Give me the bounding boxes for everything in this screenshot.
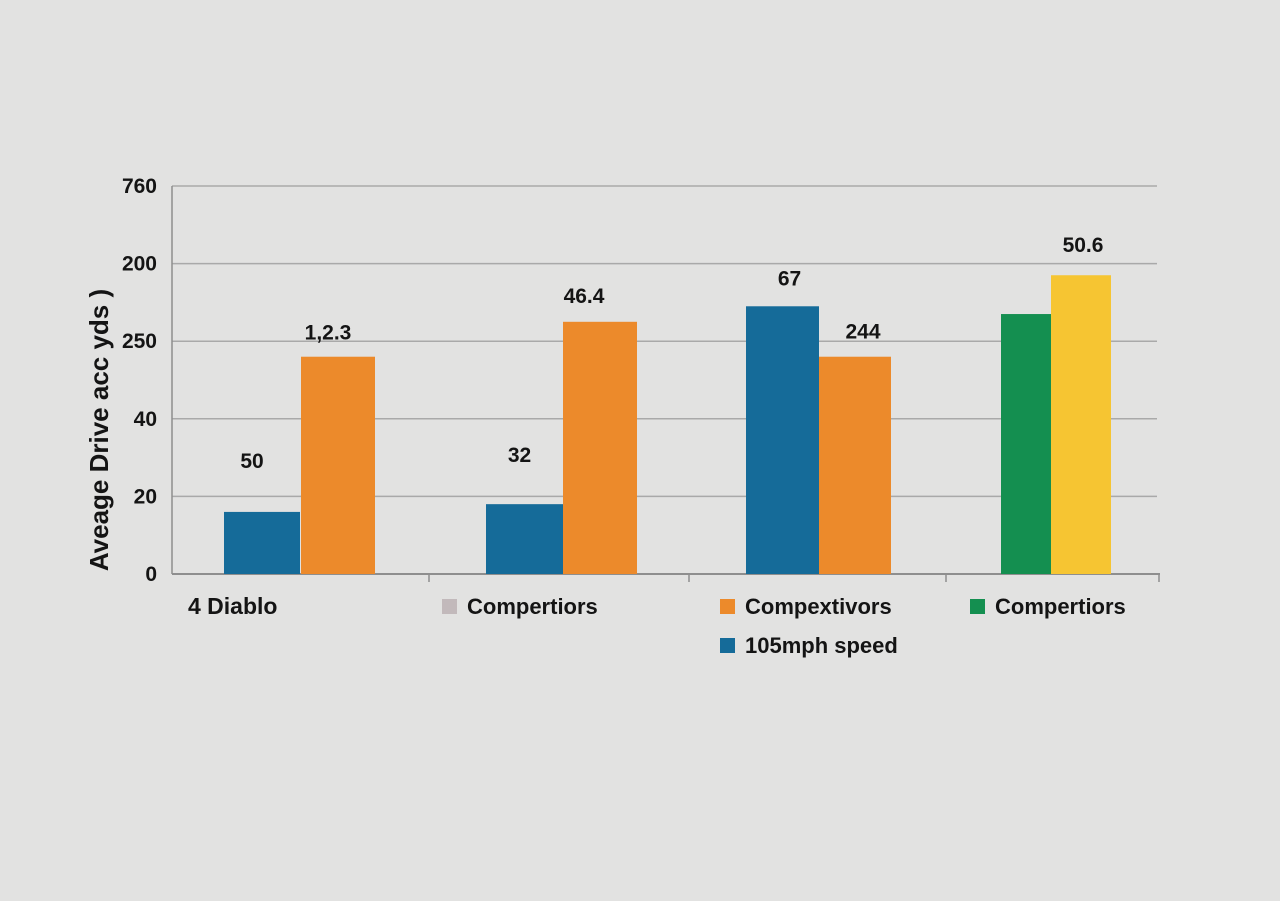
data-label: 244 <box>845 321 880 344</box>
legend: Compertiors Compextivors Compertiors 105mph… <box>442 594 1126 658</box>
legend-label: Compertiors <box>467 594 598 619</box>
y-tick-label: 250 <box>122 330 157 353</box>
bars <box>224 275 1111 574</box>
legend-swatch <box>720 638 735 653</box>
data-label: 32 <box>508 444 531 467</box>
legend-label: 105mph speed <box>745 633 898 658</box>
y-tick-label: 20 <box>134 485 157 508</box>
legend-swatch <box>442 599 457 614</box>
legend-item: Compertiors <box>970 594 1126 619</box>
data-label: 67 <box>778 267 801 290</box>
legend-item: Compertiors <box>442 594 598 619</box>
legend-item: Compextivors <box>720 594 892 619</box>
y-tick-label: 200 <box>122 253 157 276</box>
data-label: 50 <box>240 450 263 473</box>
bar <box>819 356 891 574</box>
legend-label: Compertiors <box>995 594 1126 619</box>
y-tick-label: 0 <box>145 563 157 586</box>
bar <box>486 504 563 574</box>
x-category-label: 4 Diablo <box>188 593 277 619</box>
y-tick-label: 760 <box>122 175 157 198</box>
bar <box>746 306 819 574</box>
legend-swatch <box>720 599 735 614</box>
data-labels: 50 1,2.3 32 46.4 67 244 50.6 <box>240 234 1103 473</box>
bar <box>563 321 637 574</box>
y-tick-label: 40 <box>134 408 157 431</box>
y-axis-title: Aveage Drive acc yds ) <box>84 289 114 571</box>
legend-item: 105mph speed <box>720 633 898 658</box>
bar <box>301 356 375 574</box>
data-label: 46.4 <box>564 285 605 308</box>
bar <box>1001 314 1051 574</box>
bar <box>1051 275 1111 574</box>
legend-swatch <box>970 599 985 614</box>
data-label: 50.6 <box>1063 234 1104 257</box>
bar <box>224 511 300 574</box>
data-label: 1,2.3 <box>305 322 352 345</box>
legend-label: Compextivors <box>745 594 892 619</box>
